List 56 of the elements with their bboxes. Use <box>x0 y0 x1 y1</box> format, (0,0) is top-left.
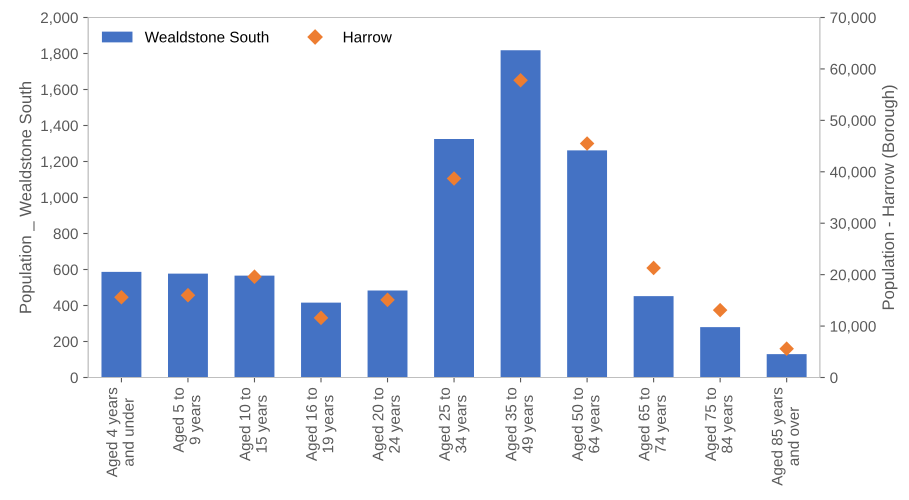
point <box>247 269 262 284</box>
y-tick-label: 1,400 <box>41 120 78 133</box>
x-tick-label: Aged 85 years and over <box>771 388 799 486</box>
bar <box>634 296 674 378</box>
bar <box>434 139 474 378</box>
bar <box>368 290 408 378</box>
bar <box>168 274 208 378</box>
y-tick-label: 0 <box>70 372 78 384</box>
point <box>314 310 328 326</box>
point <box>380 292 395 308</box>
point <box>180 288 196 302</box>
bar <box>301 302 341 378</box>
x-tick-label: Aged 35 to 49 years <box>505 388 536 462</box>
bar <box>700 327 740 378</box>
y-tick-label: 600 <box>54 264 78 276</box>
bar <box>101 272 142 378</box>
x-tick-label: Aged 20 to 24 years <box>372 388 403 462</box>
y-tick-label: 2,000 <box>40 12 78 25</box>
y2-tick-label: 50,000 <box>830 115 876 128</box>
bar <box>234 276 274 378</box>
legend-label: Harrow <box>344 32 392 42</box>
x-tick-label: Aged 75 to 84 years <box>704 388 736 462</box>
y2-tick-label: 20,000 <box>830 270 876 282</box>
y2-tick-label: 30,000 <box>830 218 876 231</box>
y-tick-label: 1,000 <box>41 192 78 205</box>
y-tick-label: 1,200 <box>41 156 78 169</box>
y-tick-label: 200 <box>54 336 78 348</box>
point <box>513 72 528 88</box>
y2-tick-label: 0 <box>830 372 838 384</box>
x-tick-label: Aged 16 to 19 years <box>306 388 336 462</box>
x-tick-label: Aged 50 to 64 years <box>572 388 602 462</box>
y-tick-label: 1,800 <box>41 48 78 61</box>
point <box>646 260 661 276</box>
point <box>779 341 794 356</box>
y-tick-label: 400 <box>53 300 78 312</box>
point <box>114 290 129 305</box>
point <box>446 171 462 186</box>
bar <box>500 50 541 378</box>
y-tick-label: 1,600 <box>41 84 78 97</box>
y2-tick-label: 10,000 <box>830 320 876 334</box>
x-tick-label: Aged 10 to 15 years <box>239 388 270 462</box>
point <box>580 136 594 151</box>
y2-axis-title: Population - Harrow (Borough) <box>882 86 898 310</box>
legend-label: Wealdstone South <box>144 31 268 42</box>
bar <box>766 354 807 378</box>
point <box>712 302 728 318</box>
bar <box>567 150 608 378</box>
y2-tick-label: 40,000 <box>830 166 876 180</box>
y2-tick-label: 70,000 <box>830 12 876 25</box>
x-tick-label: Aged 25 to 34 years <box>438 388 470 462</box>
x-tick-label: Aged 5 to 9 years <box>172 388 204 453</box>
y-axis-title: Population _ Wealdstone South <box>19 82 35 313</box>
x-tick-label: Aged 4 years and under <box>106 388 134 478</box>
y-tick-label: 800 <box>54 228 78 240</box>
y2-tick-label: 60,000 <box>830 64 876 76</box>
x-tick-label: Aged 65 to 74 years <box>638 388 669 462</box>
